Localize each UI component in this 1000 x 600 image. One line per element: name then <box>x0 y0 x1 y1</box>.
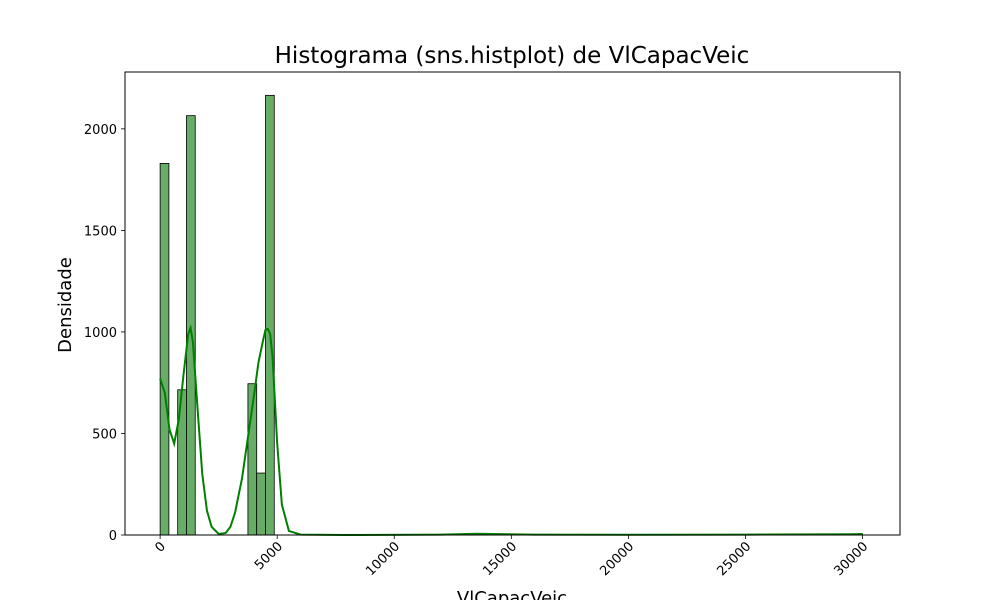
y-tick-label: 1000 <box>84 326 117 341</box>
x-tick-label: 30000 <box>832 539 872 579</box>
y-tick-label: 2000 <box>84 123 117 138</box>
histogram-bar <box>265 94 275 536</box>
chart-title: Histograma (sns.histplot) de VlCapacVeic <box>275 43 750 69</box>
x-axis-label: VlCapacVeic <box>457 588 567 600</box>
y-axis-ticks: 0 500 1000 1500 2000 <box>84 123 125 544</box>
x-tick-label: 20000 <box>597 539 637 579</box>
x-tick-label: 10000 <box>363 539 403 579</box>
x-tick-label: 5000 <box>252 539 286 573</box>
histogram-bar <box>159 162 170 536</box>
x-axis-ticks: 0 5000 10000 15000 20000 25000 30000 <box>152 535 871 579</box>
y-tick-label: 0 <box>109 529 117 544</box>
histogram-bars <box>159 94 863 536</box>
histogram-bar <box>256 472 266 536</box>
x-tick-label: 25000 <box>714 539 754 579</box>
x-tick-label: 0 <box>152 539 168 555</box>
y-tick-label: 1500 <box>84 224 117 239</box>
x-tick-label: 15000 <box>480 539 520 579</box>
y-axis-label: Densidade <box>55 257 76 353</box>
plot-frame <box>124 71 901 536</box>
y-tick-label: 500 <box>92 427 117 442</box>
